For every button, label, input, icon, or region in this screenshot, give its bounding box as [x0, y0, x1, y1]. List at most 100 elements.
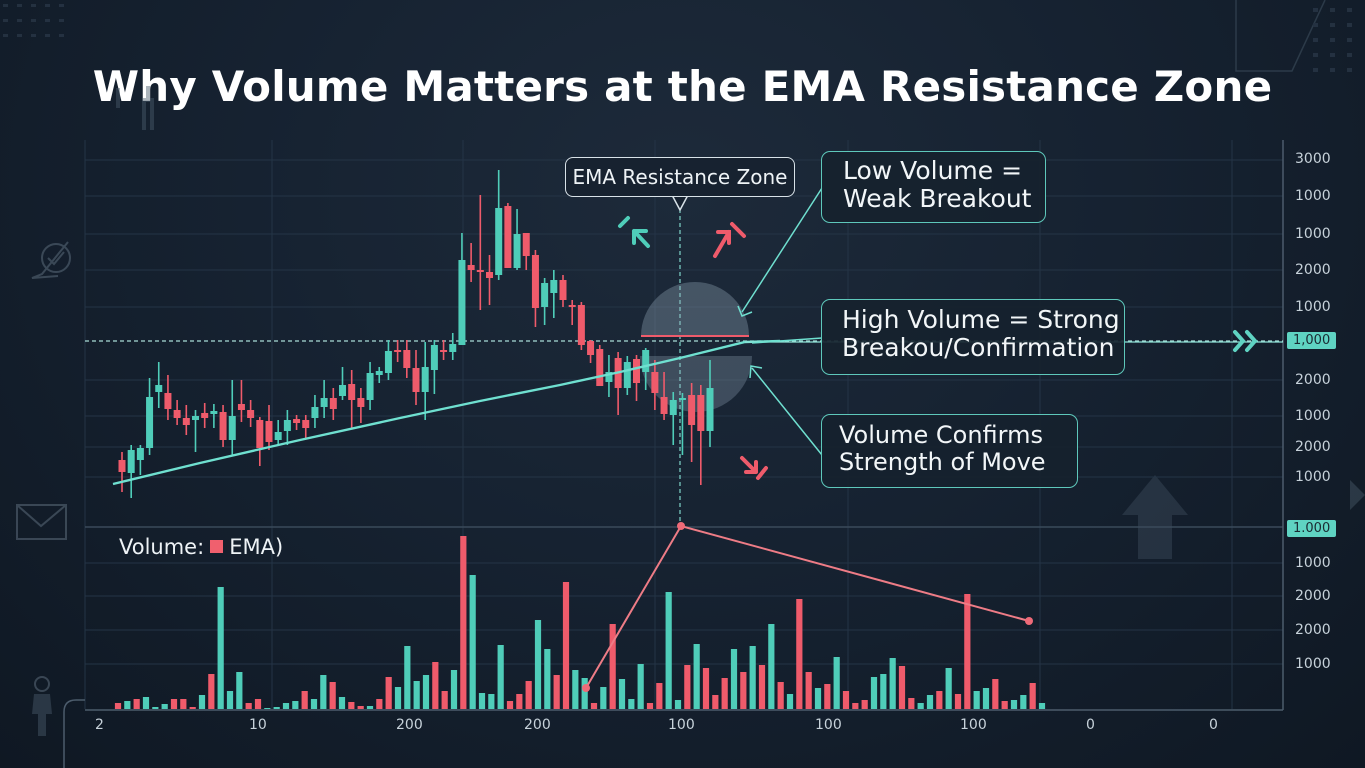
volume-bar [796, 599, 803, 709]
volume-bar [189, 707, 196, 709]
volume-bar [236, 672, 243, 709]
low-volume-connector-arrowhead [737, 305, 753, 317]
volume-bar [730, 649, 738, 709]
low-volume-line-2: Weak Breakout [843, 184, 1032, 213]
candle-body [623, 362, 631, 388]
candle-body [164, 393, 172, 409]
candle-body [559, 280, 567, 300]
volume-bar [450, 670, 458, 709]
volume-bar [478, 693, 486, 709]
volume-bar [945, 668, 952, 709]
volume-bar [432, 662, 439, 709]
double-chevron-right-icon [1233, 330, 1258, 352]
candle-body [577, 305, 585, 345]
candle-body [403, 350, 411, 368]
volume-bar [1010, 700, 1018, 709]
high-volume-callout: High Volume = Strong Breakou/Confirmatio… [821, 299, 1125, 375]
volume-confirms-line-2: Strength of Move [839, 447, 1046, 476]
candle-body [293, 419, 301, 423]
big-up-arrow-icon [1122, 475, 1188, 559]
volume-bar [142, 697, 150, 709]
candle-body [283, 420, 291, 431]
volume-bar [833, 657, 840, 709]
volume-bar [674, 700, 682, 709]
price-tick-label: 1000 [1295, 469, 1331, 485]
volume-bar [534, 620, 542, 709]
volume-bar [441, 691, 448, 709]
volume-bar [422, 675, 430, 709]
volume-bar [488, 694, 495, 709]
volume-bar [385, 677, 392, 709]
volume-bar [562, 582, 570, 709]
volume-bar [1020, 695, 1027, 709]
volume-bar [973, 691, 980, 709]
page-title: Why Volume Matters at the EMA Resistance… [92, 62, 1273, 112]
candle-body [127, 450, 135, 473]
candle-body [155, 385, 163, 392]
volume-bar [814, 688, 822, 709]
axis-corner [63, 699, 85, 768]
candle-body [486, 272, 493, 278]
volume-bar [133, 699, 140, 709]
candle-body [136, 448, 144, 460]
compass-check-icon [31, 241, 71, 279]
volume-bar [413, 681, 420, 709]
volume-bar [329, 682, 336, 709]
price-tick-label: 1000 [1295, 188, 1331, 204]
candle-body [146, 397, 154, 448]
candle-body [173, 410, 181, 418]
candle-body [522, 233, 530, 256]
high-volume-connector [751, 337, 823, 344]
volume-bar [618, 679, 626, 709]
mail-icon [16, 504, 67, 540]
candle-body [210, 411, 218, 414]
volume-bar [684, 665, 691, 709]
volume-bar [656, 683, 663, 709]
candle-body [660, 397, 668, 414]
volume-bar [964, 594, 971, 709]
volume-bar [469, 575, 476, 709]
candle-body [476, 270, 484, 272]
volume-tick-label: 2000 [1295, 588, 1331, 604]
volume-bar [842, 691, 850, 709]
candle-body [596, 349, 604, 386]
volume-bar [161, 704, 168, 709]
candle-body [302, 420, 310, 428]
arrow-up-right-icon [713, 222, 746, 258]
candle-body [467, 265, 475, 270]
volume-bar [282, 703, 290, 709]
volume-bar [693, 644, 700, 709]
volume-bar [114, 703, 122, 709]
candle-body [394, 350, 402, 352]
candle-body [265, 421, 273, 442]
candle-body [375, 371, 383, 375]
volume-bar [544, 649, 551, 709]
candle-body [274, 432, 282, 440]
candle-body [605, 372, 613, 382]
candle-body [228, 416, 236, 440]
volume-bar [264, 708, 271, 709]
candle-body [706, 388, 714, 431]
volume-bar [786, 694, 794, 709]
candle-body [118, 460, 126, 472]
volume-bar [721, 678, 728, 709]
volume-confirms-connector [751, 367, 823, 456]
candle-body [357, 398, 365, 407]
volume-bar [553, 675, 560, 709]
price-tick-label: 1000 [1295, 299, 1331, 315]
candle-body [513, 234, 521, 268]
volume-bar [768, 624, 775, 709]
volume-bar [357, 706, 364, 709]
candle-body [669, 400, 677, 415]
volume-bar [870, 677, 878, 709]
volume-bar [889, 658, 896, 709]
volume-bar [861, 700, 868, 709]
volume-bar [208, 674, 215, 709]
volume-bar [609, 624, 616, 709]
candle-body [541, 283, 549, 307]
volume-bar [198, 695, 206, 709]
candle-body [531, 255, 539, 308]
volume-bar [665, 592, 672, 709]
candle-body [495, 208, 503, 275]
